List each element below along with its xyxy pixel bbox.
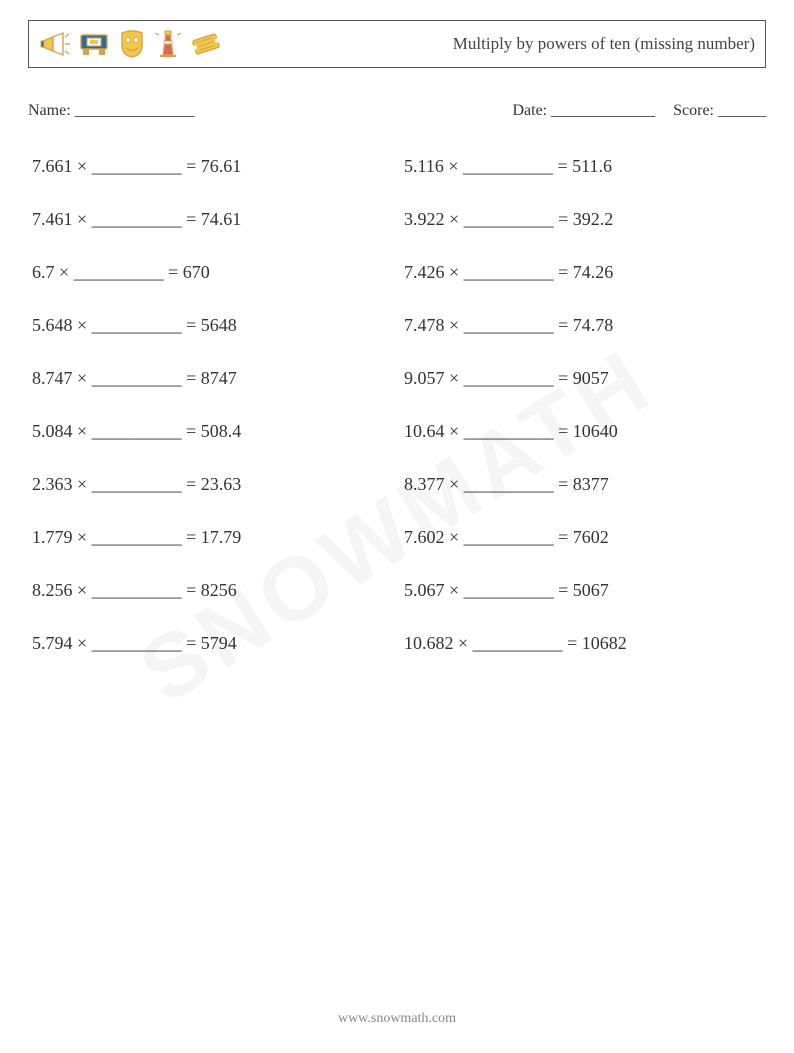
- theater-mask-icon: [117, 29, 147, 59]
- problem-left: 6.7 × __________ = 670: [32, 262, 394, 283]
- projector-icon: [77, 29, 111, 59]
- problem-left: 8.747 × __________ = 8747: [32, 368, 394, 389]
- problem-right: 8.377 × __________ = 8377: [404, 474, 766, 495]
- problem-left: 5.648 × __________ = 5648: [32, 315, 394, 336]
- problem-right: 5.067 × __________ = 5067: [404, 580, 766, 601]
- megaphone-icon: [39, 29, 71, 59]
- date-field-label: Date: _____________: [512, 102, 655, 120]
- problems-grid: 7.661 × __________ = 76.61 5.116 × ______…: [28, 156, 766, 654]
- problem-left: 7.661 × __________ = 76.61: [32, 156, 394, 177]
- meta-row: Name: _______________ Date: ____________…: [28, 102, 766, 120]
- problem-left: 7.461 × __________ = 74.61: [32, 209, 394, 230]
- name-field-label: Name: _______________: [28, 102, 195, 119]
- footer-url: www.snowmath.com: [0, 1011, 794, 1027]
- problem-right: 10.64 × __________ = 10640: [404, 421, 766, 442]
- problem-right: 3.922 × __________ = 392.2: [404, 209, 766, 230]
- problem-left: 1.779 × __________ = 17.79: [32, 527, 394, 548]
- worksheet-header: Multiply by powers of ten (missing numbe…: [28, 20, 766, 68]
- problem-right: 10.682 × __________ = 10682: [404, 633, 766, 654]
- problem-right: 7.602 × __________ = 7602: [404, 527, 766, 548]
- problem-left: 2.363 × __________ = 23.63: [32, 474, 394, 495]
- problem-left: 5.084 × __________ = 508.4: [32, 421, 394, 442]
- problem-right: 7.426 × __________ = 74.26: [404, 262, 766, 283]
- problem-right: 5.116 × __________ = 511.6: [404, 156, 766, 177]
- problem-right: 7.478 × __________ = 74.78: [404, 315, 766, 336]
- header-icon-row: [39, 29, 223, 59]
- ticket-icon: [189, 29, 223, 59]
- score-field-label: Score: ______: [673, 102, 766, 120]
- worksheet-title: Multiply by powers of ten (missing numbe…: [453, 34, 755, 54]
- problem-right: 9.057 × __________ = 9057: [404, 368, 766, 389]
- problem-left: 5.794 × __________ = 5794: [32, 633, 394, 654]
- lighthouse-icon: [153, 29, 183, 59]
- problem-left: 8.256 × __________ = 8256: [32, 580, 394, 601]
